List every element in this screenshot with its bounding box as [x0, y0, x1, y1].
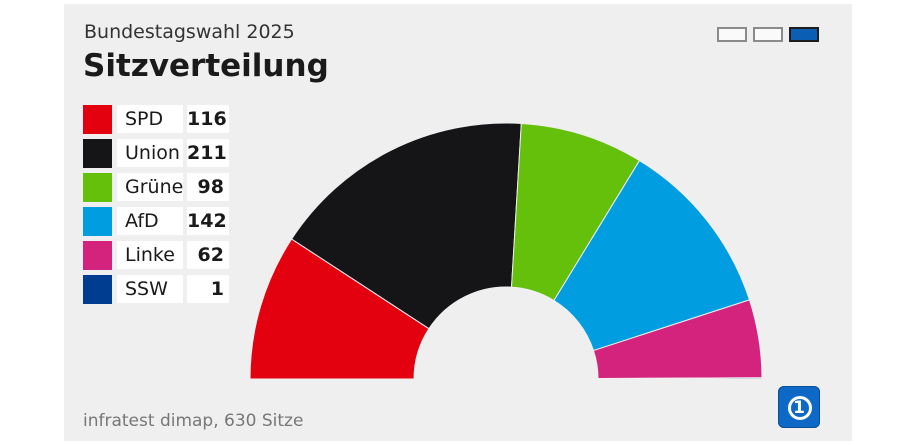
legend-swatch — [83, 274, 112, 304]
source-note: infratest dimap, 630 Sitze — [83, 411, 304, 431]
legend-swatch — [83, 240, 112, 270]
chart-supertitle: Bundestagswahl 2025 — [84, 21, 295, 43]
legend-row-union: Union 211 — [83, 136, 229, 170]
tagesschau-logo-icon: 1 — [778, 386, 820, 428]
seat-segment-afd — [553, 159, 751, 352]
legend-party-name: SSW — [117, 275, 183, 303]
seat-segment-ssw — [597, 377, 763, 380]
logo-number: 1 — [793, 398, 805, 418]
legend-seat-count: 142 — [187, 207, 229, 235]
seat-distribution-chart — [249, 122, 763, 380]
legend-row-gruene: Grüne 98 — [83, 170, 229, 204]
legend-seat-count: 98 — [187, 173, 229, 201]
legend-party-name: Grüne — [117, 173, 183, 201]
legend-seat-count: 116 — [187, 105, 229, 133]
legend: SPD 116 Union 211 Grüne 98 AfD 142 Linke… — [83, 102, 229, 306]
logo-ring — [788, 396, 812, 420]
legend-row-afd: AfD 142 — [83, 204, 229, 238]
legend-seat-count: 1 — [187, 275, 229, 303]
legend-swatch — [83, 138, 112, 168]
seat-segment-spd — [249, 238, 430, 380]
view-switch-button-2[interactable] — [753, 27, 783, 42]
legend-party-name: Union — [117, 139, 183, 167]
legend-party-name: Linke — [117, 241, 183, 269]
legend-party-name: SPD — [117, 105, 183, 133]
chart-panel: Bundestagswahl 2025 Sitzverteilung SPD 1… — [64, 4, 852, 441]
chart-title: Sitzverteilung — [83, 48, 329, 84]
legend-seat-count: 62 — [187, 241, 229, 269]
seat-segment-union — [290, 122, 522, 330]
legend-swatch — [83, 172, 112, 202]
view-switch-button-1[interactable] — [717, 27, 747, 42]
legend-swatch — [83, 206, 112, 236]
view-switcher — [717, 27, 819, 42]
legend-row-linke: Linke 62 — [83, 238, 229, 272]
legend-seat-count: 211 — [187, 139, 229, 167]
legend-row-spd: SPD 116 — [83, 102, 229, 136]
view-switch-button-3[interactable] — [789, 27, 819, 42]
legend-swatch — [83, 104, 112, 134]
legend-party-name: AfD — [117, 207, 183, 235]
legend-row-ssw: SSW 1 — [83, 272, 229, 306]
